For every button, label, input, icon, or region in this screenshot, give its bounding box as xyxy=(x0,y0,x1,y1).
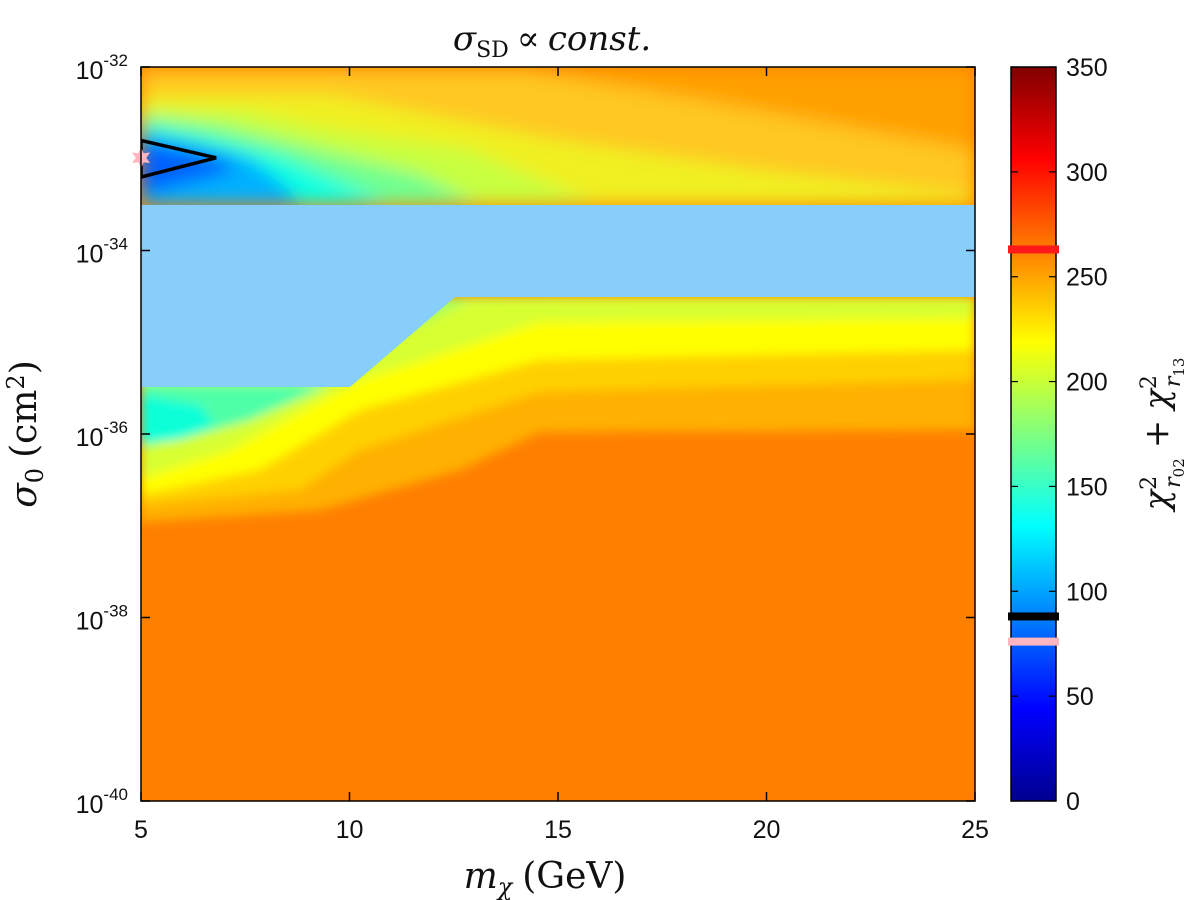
x-axis-ticks: 5 10 15 20 25 xyxy=(134,67,989,844)
colorbar-threshold-marker xyxy=(1008,637,1059,646)
y-tick-label: 10-36 xyxy=(76,418,128,452)
colorbar-threshold-marker xyxy=(1008,245,1059,254)
y-tick-label: 10-40 xyxy=(76,785,128,819)
colorbar-markers xyxy=(1008,245,1059,646)
y-axis-label: σ0(cm2) xyxy=(2,360,49,508)
x-tick-label: 20 xyxy=(753,816,781,844)
x-tick-label: 25 xyxy=(961,816,989,844)
colorbar-tick-label: 150 xyxy=(1066,473,1108,501)
colorbar-tick-label: 250 xyxy=(1066,264,1108,292)
excluded-band xyxy=(141,205,975,387)
colorbar-tick-label: 50 xyxy=(1066,683,1094,711)
plot-area xyxy=(141,67,975,801)
colorbar xyxy=(1010,66,1057,802)
colorbar-tick-label: 350 xyxy=(1066,54,1108,82)
y-tick-label: 10-38 xyxy=(76,602,128,636)
x-tick-label: 15 xyxy=(544,816,572,844)
upper-contour-region xyxy=(141,67,975,205)
y-tick-label: 10-34 xyxy=(76,235,128,269)
colorbar-tick-label: 100 xyxy=(1066,578,1108,606)
colorbar-ticks: 0 50 100 150 200 250 300 350 xyxy=(1011,54,1108,816)
y-tick-label: 10-32 xyxy=(76,51,128,85)
confidence-contour-line xyxy=(141,138,217,179)
x-tick-label: 10 xyxy=(336,816,364,844)
colorbar-tick-label: 200 xyxy=(1066,369,1108,397)
colorbar-tick-label: 0 xyxy=(1066,788,1080,816)
x-axis-label: mχ (GeV) xyxy=(464,856,627,900)
y-axis-ticks: 10-32 10-34 10-36 10-38 10-40 xyxy=(76,51,975,819)
chart-title: σSD ∝ const. xyxy=(453,19,651,63)
x-tick-label: 5 xyxy=(134,816,148,844)
colorbar-label: χ2r02+χ2r13 xyxy=(1137,358,1188,513)
colorbar-threshold-marker xyxy=(1008,612,1059,621)
colorbar-tick-label: 300 xyxy=(1066,159,1108,187)
